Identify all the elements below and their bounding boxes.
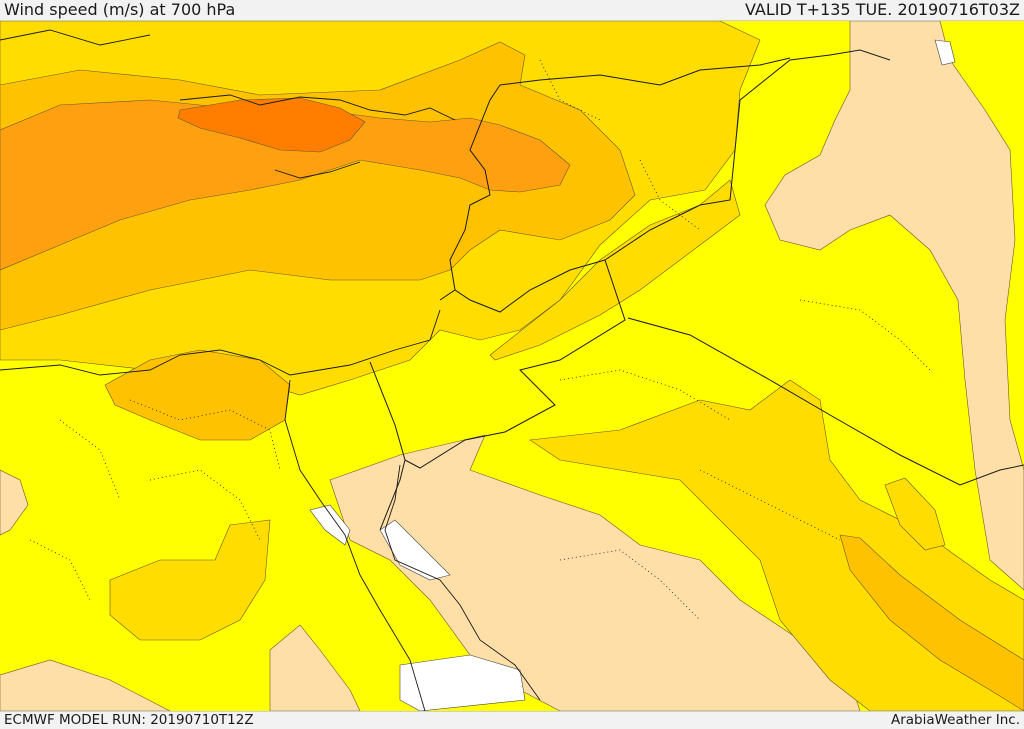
map-header: Wind speed (m/s) at 700 hPa VALID T+135 … xyxy=(0,0,1024,21)
band-calm-red-sea xyxy=(379,519,451,581)
map-title: Wind speed (m/s) at 700 hPa xyxy=(4,0,236,19)
map-footer: ECMWF MODEL RUN: 20190710T12Z ArabiaWeat… xyxy=(0,711,1024,729)
valid-time: VALID T+135 TUE. 20190716T03Z xyxy=(744,0,1020,19)
band-light-east xyxy=(764,21,1024,591)
country-borders xyxy=(369,49,1024,531)
band-moderate-east-isle xyxy=(884,477,946,551)
wind-speed-map xyxy=(0,21,1024,711)
model-run: ECMWF MODEL RUN: 20190710T12Z xyxy=(4,712,254,728)
band-calm-gulf xyxy=(309,504,351,546)
province-boundaries xyxy=(29,59,931,621)
band-light-bottom xyxy=(269,624,361,711)
band-fresh-southeast xyxy=(839,534,1024,711)
band-max xyxy=(177,97,366,153)
credit: ArabiaWeather Inc. xyxy=(890,712,1020,728)
band-calm-south xyxy=(399,654,526,711)
band-calm-northeast xyxy=(934,39,956,66)
coastlines xyxy=(0,29,541,711)
band-moderate-east xyxy=(489,179,741,361)
band-light-southwest xyxy=(0,659,171,711)
band-moderate-west xyxy=(109,519,271,641)
band-light-west xyxy=(0,469,29,536)
